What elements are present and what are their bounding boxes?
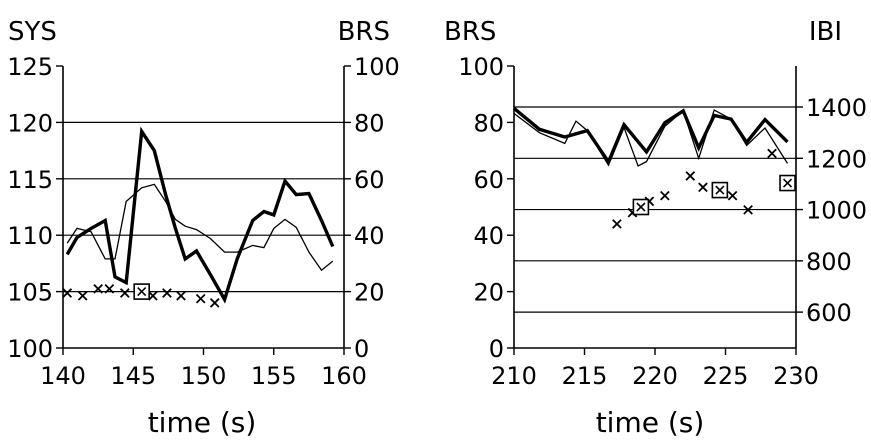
left-y-tick-label: 80	[473, 109, 504, 137]
x-marker	[685, 171, 696, 181]
x-marker	[743, 204, 753, 215]
x-axis-title: time (s)	[148, 406, 257, 439]
right-y-tick-label: 0	[354, 335, 369, 363]
square-marker	[779, 174, 796, 192]
square-marker	[711, 181, 729, 199]
x-marker	[93, 283, 103, 294]
right-y-tick-label: 800	[806, 248, 852, 276]
x-marker	[698, 182, 708, 193]
square-marker	[133, 283, 150, 300]
left-y-tick-label: 40	[473, 222, 504, 250]
x-marker	[77, 290, 88, 301]
x-marker	[148, 290, 158, 301]
left-y-tick-label: 115	[7, 166, 53, 194]
left-y-axis-title: SYS	[8, 17, 57, 47]
left-y-tick-label: 110	[7, 222, 53, 250]
x-marker	[119, 288, 130, 298]
left-y-tick-label: 60	[473, 166, 504, 194]
x-marker	[767, 148, 777, 159]
x-tick-label: 220	[632, 362, 678, 390]
right-y-tick-label: 20	[354, 279, 385, 307]
left-y-axis-title: BRS	[444, 17, 496, 47]
x-tick-label: 215	[562, 362, 608, 390]
x-tick-label: 160	[321, 362, 367, 390]
left-y-tick-label: 0	[489, 335, 504, 363]
x-marker	[209, 298, 220, 308]
left-y-tick-label: 125	[7, 53, 53, 81]
x-marker	[62, 288, 73, 298]
x-tick-label: 155	[251, 362, 297, 390]
right-y-tick-label: 80	[354, 109, 385, 137]
x-marker	[176, 290, 186, 301]
left-y-tick-label: 120	[7, 109, 53, 137]
x-tick-label: 210	[491, 362, 537, 390]
series-line-thick	[512, 106, 789, 166]
right-y-tick-label: 1000	[806, 197, 867, 225]
x-tick-label: 225	[703, 362, 749, 390]
left-y-tick-label: 20	[473, 279, 504, 307]
right-y-tick-label: 60	[354, 166, 385, 194]
x-marker	[727, 190, 738, 201]
right-y-axis-title: IBI	[809, 17, 842, 47]
square-marker	[632, 198, 650, 216]
left-y-tick-label: 100	[7, 335, 53, 363]
right-y-tick-label: 1400	[806, 94, 867, 122]
x-marker	[104, 283, 115, 294]
left-y-tick-label: 105	[7, 279, 53, 307]
x-marker	[195, 293, 206, 304]
x-marker	[660, 190, 670, 201]
series-line-thin	[513, 109, 789, 167]
left-y-tick-label: 100	[458, 53, 504, 81]
x-tick-label: 145	[110, 362, 156, 390]
left-panel: SYS BRS time (s) 100 105 110 115 120 125 0 20 40…	[7, 17, 400, 439]
x-marker	[162, 288, 172, 298]
right-y-tick-label: 1200	[806, 145, 867, 173]
series-line-thin	[66, 183, 334, 272]
right-y-axis-title: BRS	[338, 17, 390, 47]
right-y-tick-label: 600	[806, 299, 852, 327]
right-y-tick-label: 40	[354, 222, 385, 250]
right-panel: BRS IBI time (s) 0 20 40 60 80 100 600 800 1000 1…	[444, 17, 867, 439]
right-y-tick-label: 100	[354, 53, 400, 81]
x-tick-label: 230	[773, 362, 819, 390]
x-tick-label: 150	[181, 362, 227, 390]
x-marker	[612, 219, 622, 229]
x-tick-label: 140	[40, 362, 86, 390]
x-axis-title: time (s)	[596, 406, 705, 439]
series-line-thick	[65, 126, 335, 304]
